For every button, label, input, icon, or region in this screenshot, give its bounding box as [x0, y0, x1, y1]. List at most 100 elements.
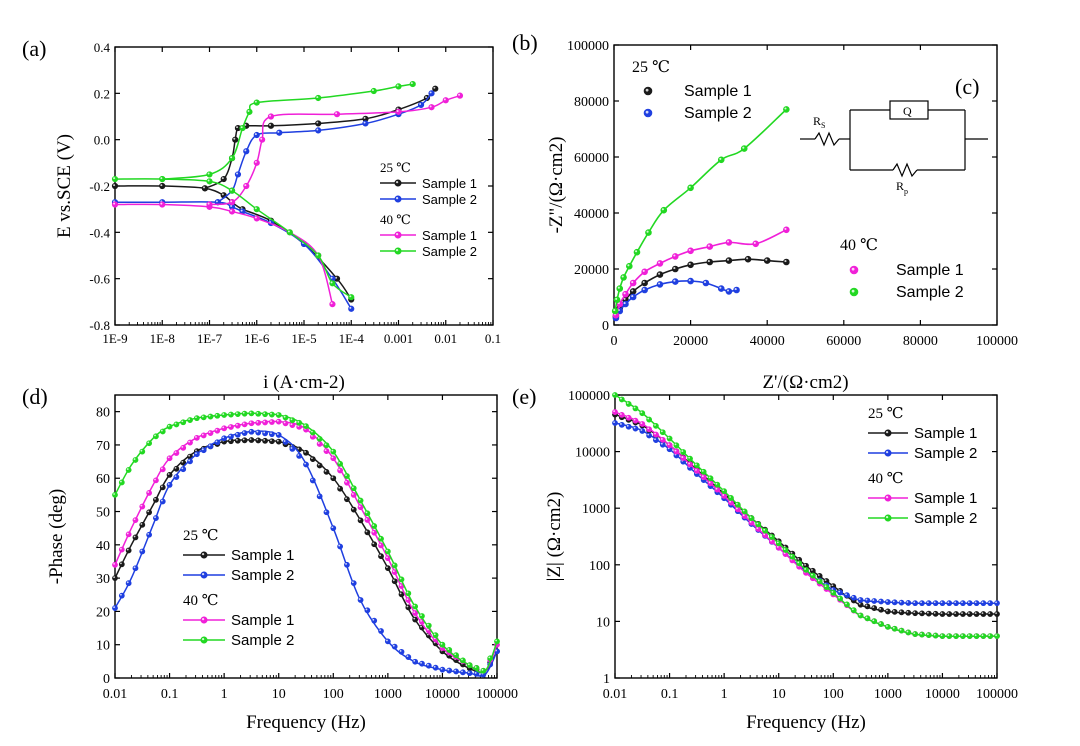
data-point-highlight — [735, 502, 738, 505]
y-tick-label: 80000 — [574, 95, 609, 110]
data-point — [884, 608, 891, 615]
data-point — [612, 392, 618, 398]
data-point — [782, 547, 789, 553]
data-point — [844, 592, 850, 599]
data-point-highlight — [256, 421, 259, 423]
data-point-highlight — [338, 486, 341, 489]
data-point-highlight — [719, 157, 722, 160]
data-point-highlight — [386, 549, 388, 552]
data-point-highlight — [703, 281, 707, 284]
data-point-highlight — [174, 451, 177, 454]
data-point-highlight — [961, 634, 963, 637]
data-point — [228, 208, 236, 215]
data-point — [253, 159, 260, 166]
data-point — [173, 465, 180, 472]
data-point-highlight — [631, 281, 634, 284]
x-tick-label: 20000 — [673, 334, 708, 349]
data-point-highlight — [961, 612, 963, 615]
q-label: Q — [903, 104, 912, 118]
data-point-highlight — [410, 82, 413, 85]
data-point-highlight — [817, 579, 820, 582]
series-line — [162, 83, 413, 180]
data-point-highlight — [926, 611, 929, 614]
data-point-highlight — [396, 109, 399, 112]
data-point-highlight — [658, 282, 661, 285]
data-point — [207, 430, 214, 436]
data-point-highlight — [160, 467, 163, 470]
data-point — [378, 628, 384, 634]
data-point — [487, 655, 494, 662]
data-point-highlight — [147, 491, 150, 493]
data-point — [384, 565, 391, 572]
data-point-highlight — [335, 112, 338, 115]
data-point-highlight — [201, 552, 205, 556]
data-point-highlight — [372, 618, 375, 621]
data-point-highlight — [845, 602, 847, 605]
data-point-highlight — [753, 241, 756, 244]
plot-frame — [614, 394, 998, 679]
data-point — [118, 592, 125, 599]
data-point — [166, 472, 173, 478]
data-point — [159, 182, 166, 190]
data-point — [398, 576, 405, 583]
legend-title: 25 ℃ — [632, 59, 670, 76]
data-point-highlight — [621, 275, 624, 278]
data-point — [243, 182, 250, 190]
data-point — [348, 305, 355, 312]
data-point — [221, 435, 228, 442]
data-point — [234, 431, 241, 438]
data-point — [837, 595, 844, 602]
x-tick-label: 80000 — [903, 334, 938, 349]
data-point-highlight — [749, 516, 752, 519]
data-point — [639, 421, 646, 427]
data-point-highlight — [345, 497, 347, 500]
data-point-highlight — [642, 281, 645, 284]
data-point-highlight — [244, 184, 247, 187]
data-point-highlight — [722, 489, 725, 492]
data-point-highlight — [933, 611, 936, 614]
y-tick-label: 10000 — [575, 446, 610, 461]
y-tick-label: 0.4 — [94, 40, 111, 55]
data-point-highlight — [297, 421, 300, 423]
data-point — [629, 279, 637, 287]
data-point — [253, 131, 260, 139]
data-point-highlight — [658, 272, 661, 275]
data-point — [344, 473, 350, 479]
data-point — [953, 633, 959, 639]
rs-subscript: S — [821, 121, 825, 130]
data-point — [432, 85, 439, 92]
data-point — [173, 421, 180, 428]
data-point — [748, 515, 755, 522]
data-point-highlight — [236, 172, 239, 175]
data-point — [953, 600, 959, 607]
data-point — [973, 611, 980, 617]
y-tick-label: 100 — [589, 559, 610, 574]
data-point-highlight — [260, 137, 263, 140]
data-point — [456, 92, 464, 99]
data-point-highlight — [126, 548, 129, 551]
data-point-highlight — [349, 295, 352, 298]
data-point-highlight — [317, 437, 320, 439]
data-point-highlight — [715, 487, 718, 490]
data-point — [946, 611, 953, 617]
equivalent-circuit-diagram: (c)R SQR p — [800, 74, 988, 196]
data-point — [925, 610, 932, 617]
data-point-highlight — [681, 456, 684, 458]
data-point — [987, 633, 994, 639]
data-point-highlight — [154, 497, 156, 500]
data-point-highlight — [215, 428, 218, 431]
data-point — [925, 600, 932, 607]
data-point-highlight — [729, 496, 731, 498]
data-point — [671, 265, 679, 273]
data-point — [653, 431, 659, 438]
data-point — [395, 83, 402, 90]
data-point-highlight — [201, 637, 205, 641]
data-point-highlight — [345, 480, 347, 483]
data-point-highlight — [215, 200, 218, 203]
data-point-highlight — [181, 420, 184, 423]
data-point-highlight — [660, 438, 663, 440]
data-point — [639, 410, 646, 417]
data-point — [837, 589, 844, 596]
data-point-highlight — [440, 642, 443, 645]
data-point-highlight — [317, 494, 320, 497]
